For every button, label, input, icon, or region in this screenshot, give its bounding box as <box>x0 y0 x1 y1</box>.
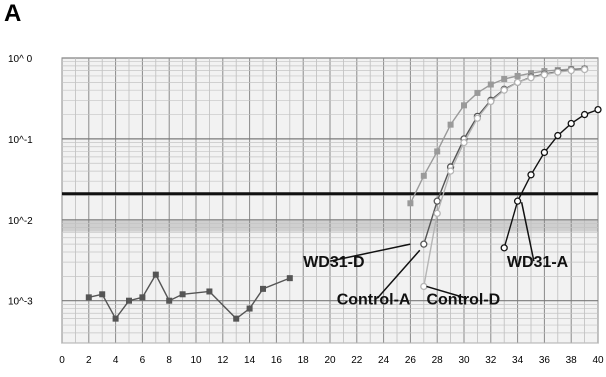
data-point <box>500 86 508 94</box>
annotation-arrow <box>330 243 411 262</box>
y-tick-label: 10^-2 <box>8 216 33 227</box>
x-tick-label: 38 <box>566 355 578 366</box>
data-point <box>447 121 454 128</box>
series-annotation: WD31-A <box>507 254 569 271</box>
data-point <box>567 119 575 128</box>
x-tick-label: 40 <box>592 355 604 366</box>
x-tick-label: 32 <box>485 355 497 366</box>
data-point <box>446 167 455 175</box>
x-tick-label: 10 <box>190 355 202 366</box>
data-point <box>152 271 159 278</box>
data-point <box>206 288 213 295</box>
data-point <box>461 102 467 109</box>
x-tick-label: 20 <box>324 355 336 366</box>
data-point <box>460 138 468 147</box>
data-point <box>487 81 494 88</box>
x-tick-label: 4 <box>113 355 119 366</box>
x-tick-label: 18 <box>298 355 310 366</box>
data-point <box>286 275 293 282</box>
data-point <box>540 71 549 79</box>
data-point <box>407 200 414 207</box>
data-point <box>554 68 562 76</box>
y-tick-label: 10^-3 <box>8 297 33 308</box>
data-point <box>594 105 602 114</box>
x-tick-label: 16 <box>271 355 283 366</box>
annotation-arrow <box>520 202 535 262</box>
x-tick-label: 36 <box>539 355 551 366</box>
data-point <box>501 76 508 83</box>
x-tick-label: 0 <box>59 355 65 366</box>
data-point <box>527 74 535 82</box>
data-point <box>179 291 186 298</box>
data-point <box>500 244 508 252</box>
data-point <box>85 294 92 301</box>
data-point <box>513 197 522 205</box>
data-point <box>434 148 441 155</box>
series-annotation: WD31-D <box>303 254 364 271</box>
data-point <box>513 78 522 87</box>
x-tick-label: 28 <box>432 355 444 366</box>
x-tick-label: 2 <box>86 355 92 366</box>
x-tick-label: 30 <box>458 355 470 366</box>
y-tick-label: 10^-1 <box>8 135 33 146</box>
data-point <box>433 209 441 218</box>
data-point <box>580 65 589 74</box>
x-tick-label: 8 <box>166 355 172 366</box>
data-point <box>420 282 428 291</box>
series-annotation: Control-D <box>426 291 500 308</box>
data-point <box>233 315 240 322</box>
data-point <box>514 72 521 79</box>
x-tick-label: 26 <box>405 355 417 366</box>
panel-label: A <box>4 0 22 27</box>
data-point <box>580 110 589 119</box>
data-point <box>420 172 427 179</box>
data-point <box>166 297 173 304</box>
x-tick-label: 22 <box>351 355 363 366</box>
series-annotation: Control-A <box>337 291 411 308</box>
data-point <box>540 148 549 157</box>
data-point <box>487 97 495 106</box>
data-point <box>474 89 481 96</box>
annotation-arrow <box>426 285 468 300</box>
data-point <box>139 294 146 301</box>
x-tick-label: 34 <box>512 355 524 366</box>
data-point <box>260 285 266 292</box>
data-point <box>112 315 119 322</box>
data-point <box>554 131 562 140</box>
data-point <box>527 171 535 179</box>
data-point <box>126 297 132 304</box>
annotation-arrow <box>376 249 421 299</box>
x-tick-label: 12 <box>217 355 229 366</box>
data-point <box>567 66 575 75</box>
data-point <box>99 291 106 298</box>
data-point <box>433 197 441 205</box>
x-tick-label: 24 <box>378 355 390 366</box>
x-tick-label: 6 <box>140 355 146 366</box>
data-point <box>528 70 534 77</box>
x-tick-label: 14 <box>244 355 256 366</box>
data-point <box>246 305 253 312</box>
data-point <box>473 114 482 122</box>
data-point <box>420 240 428 248</box>
y-tick-label: 10^ 0 <box>8 54 33 65</box>
